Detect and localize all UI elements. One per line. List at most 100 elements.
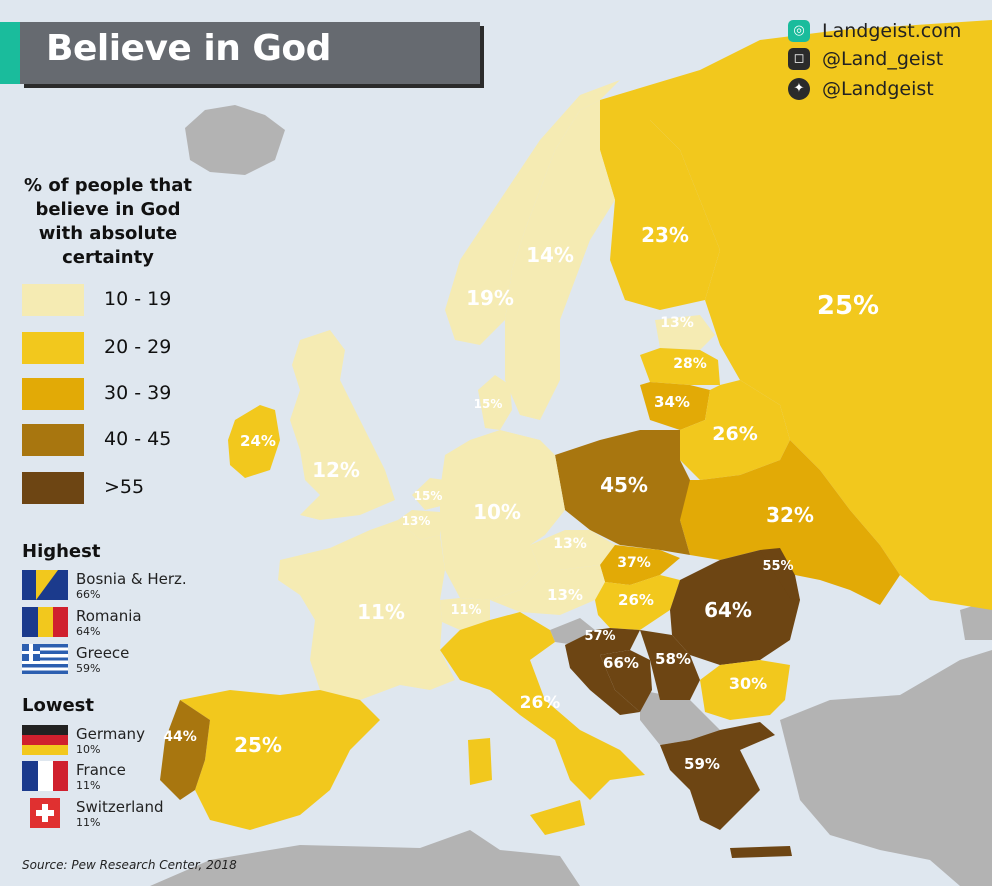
austria bbox=[490, 565, 605, 615]
region-label-finland: 23% bbox=[641, 223, 689, 247]
region-label-norway: 14% bbox=[526, 243, 574, 267]
highest-name: Bosnia & Herz. bbox=[76, 570, 187, 588]
legend-swatch bbox=[22, 472, 84, 504]
lowest-name: Switzerland bbox=[76, 798, 164, 816]
lowest-item: Germany 10% bbox=[22, 725, 222, 761]
lowest-value: 11% bbox=[76, 816, 101, 829]
legend-label: 40 - 45 bbox=[104, 428, 172, 450]
finland bbox=[600, 85, 720, 310]
highest-value: 59% bbox=[76, 662, 101, 675]
lowest-item: Switzerland 11% bbox=[22, 798, 222, 834]
region-label-romania: 64% bbox=[704, 598, 752, 622]
lowest-value: 10% bbox=[76, 743, 101, 756]
region-label-belarus: 26% bbox=[712, 423, 757, 445]
region-label-france: 11% bbox=[357, 600, 405, 624]
region-label-lithuania: 34% bbox=[654, 393, 690, 411]
lowest-value: 11% bbox=[76, 779, 101, 792]
legend-label: >55 bbox=[104, 476, 145, 498]
lowest-title: Lowest bbox=[22, 695, 94, 716]
latvia bbox=[640, 348, 720, 385]
value-labels: 14% 19% 23% 25% 13% 28% 34% 26% 24% 12% 15% 15% 13% 1… bbox=[163, 223, 879, 773]
highest-name: Romania bbox=[76, 607, 142, 625]
legend-swatch bbox=[22, 284, 84, 316]
region-label-latvia: 28% bbox=[673, 356, 707, 372]
twitter-icon: ✦ bbox=[788, 78, 810, 100]
legend-title-line: certainty bbox=[62, 247, 154, 268]
region-label-russia: 25% bbox=[817, 291, 879, 321]
serbia bbox=[640, 630, 700, 700]
netherlands bbox=[412, 478, 445, 510]
norway bbox=[445, 80, 620, 345]
north-africa bbox=[150, 830, 580, 886]
russia bbox=[650, 20, 992, 610]
region-label-bulgaria: 30% bbox=[729, 674, 767, 693]
social-twitter-text: @Landgeist bbox=[822, 78, 934, 100]
legend-title-line: % of people that bbox=[24, 175, 192, 196]
turkey bbox=[780, 650, 992, 886]
region-label-ireland: 24% bbox=[240, 432, 276, 450]
lowest-name: France bbox=[76, 761, 126, 779]
globe-icon: ◎ bbox=[788, 20, 810, 42]
legend-title: % of people that believe in God with abs… bbox=[10, 174, 206, 270]
highest-item: Greece 59% bbox=[22, 644, 222, 680]
germany-flag-icon bbox=[22, 725, 68, 755]
bulgaria bbox=[700, 660, 790, 720]
legend-item: >55 bbox=[22, 472, 222, 506]
legend-item: 30 - 39 bbox=[22, 378, 222, 412]
region-label-united-kingdom: 12% bbox=[312, 458, 360, 482]
poland bbox=[555, 430, 690, 555]
title-box: Believe in God bbox=[20, 22, 480, 84]
highest-name: Greece bbox=[76, 644, 130, 662]
switzerland bbox=[440, 598, 490, 630]
bosnia-flag-icon bbox=[22, 570, 68, 600]
switzerland-flag-icon bbox=[30, 798, 60, 828]
social-instagram[interactable]: ◻ @Land_geist bbox=[788, 48, 988, 74]
belarus bbox=[680, 380, 790, 480]
ukraine bbox=[680, 440, 900, 605]
legend-swatch bbox=[22, 378, 84, 410]
region-label-poland: 45% bbox=[600, 473, 648, 497]
title-banner: Believe in God bbox=[0, 22, 484, 84]
social-twitter[interactable]: ✦ @Landgeist bbox=[788, 78, 988, 104]
source-note: Source: Pew Research Center, 2018 bbox=[22, 858, 237, 872]
social-instagram-text: @Land_geist bbox=[822, 48, 944, 70]
region-label-switzerland: 11% bbox=[450, 603, 481, 618]
czechia bbox=[530, 530, 615, 570]
highest-value: 66% bbox=[76, 588, 101, 601]
legend-title-line: believe in God bbox=[35, 199, 181, 220]
lowest-name: Germany bbox=[76, 725, 145, 743]
social-website[interactable]: ◎ Landgeist.com bbox=[788, 20, 988, 46]
belgium bbox=[398, 510, 440, 540]
france-flag-icon bbox=[22, 761, 68, 791]
region-label-italy: 26% bbox=[520, 693, 561, 713]
united-kingdom bbox=[290, 330, 395, 520]
region-label-croatia: 57% bbox=[584, 629, 615, 644]
social-website-text: Landgeist.com bbox=[822, 20, 962, 42]
moldova bbox=[760, 548, 800, 600]
legend-label: 10 - 19 bbox=[104, 288, 172, 310]
region-label-sweden: 19% bbox=[466, 286, 514, 310]
sardinia bbox=[468, 738, 492, 785]
legend-item: 10 - 19 bbox=[22, 284, 222, 318]
romania bbox=[670, 550, 800, 665]
legend-item: 20 - 29 bbox=[22, 332, 222, 366]
legend-label: 20 - 29 bbox=[104, 336, 172, 358]
spain bbox=[180, 690, 380, 830]
bosnia bbox=[600, 650, 652, 712]
greece-flag-icon bbox=[22, 644, 68, 674]
region-label-spain: 25% bbox=[234, 733, 282, 757]
highest-title: Highest bbox=[22, 541, 101, 562]
highest-item: Romania 64% bbox=[22, 607, 222, 643]
region-label-bosnia-herz-: 66% bbox=[603, 654, 639, 672]
title-accent-bar bbox=[0, 22, 20, 84]
germany bbox=[440, 430, 565, 600]
greece bbox=[660, 722, 775, 830]
legend-title-line: with absolute bbox=[38, 223, 178, 244]
sicily bbox=[530, 800, 585, 835]
region-label-belgium: 13% bbox=[402, 514, 431, 528]
highest-item: Bosnia & Herz. 66% bbox=[22, 570, 222, 606]
legend-swatch bbox=[22, 424, 84, 456]
italy bbox=[440, 612, 645, 800]
region-label-germany: 10% bbox=[473, 500, 521, 524]
